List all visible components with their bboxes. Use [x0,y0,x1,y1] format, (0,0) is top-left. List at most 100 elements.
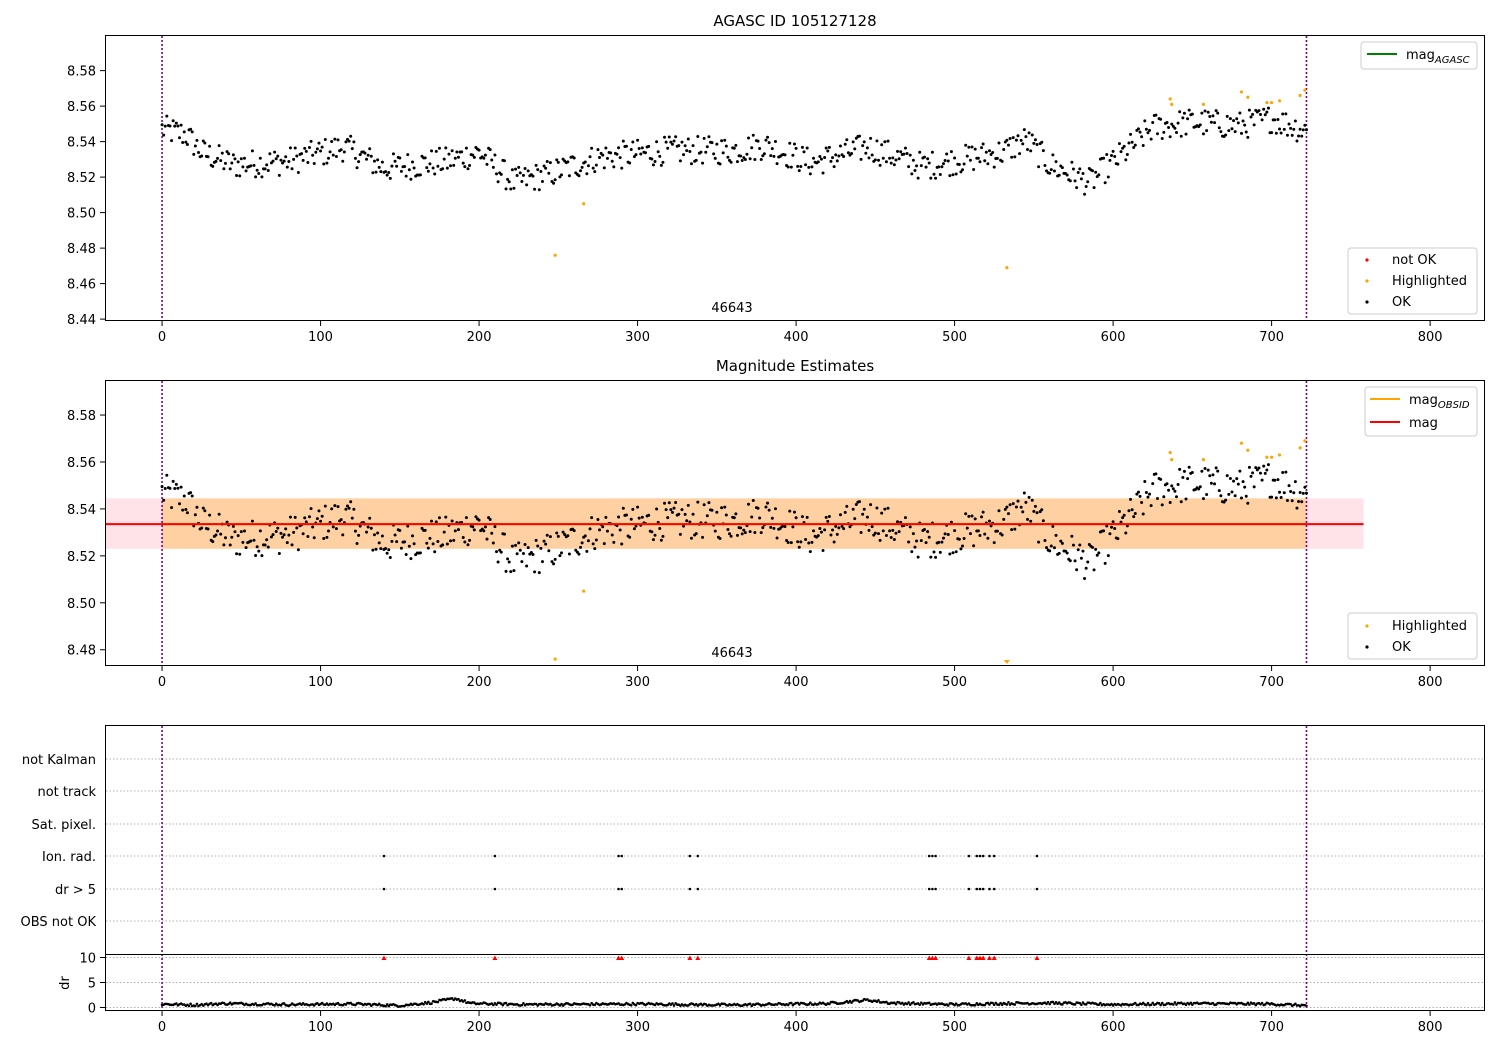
ok-point [601,525,605,529]
ok-point [688,520,692,524]
ok-point [1144,491,1148,495]
highlighted-point [1303,88,1307,92]
svg-text:magAGASC: magAGASC [1406,48,1470,66]
ok-point [276,526,280,530]
ok-point [1049,544,1053,548]
dr-point [430,1002,433,1005]
ok-point [1170,122,1174,126]
dr-point [1173,1001,1177,1004]
dr-point [187,1004,191,1008]
dr-point [988,1003,991,1006]
ok-point [824,146,828,150]
dr-clipped-marker [926,955,932,960]
ok-point [504,569,508,573]
ok-point [1140,500,1144,504]
ok-point [326,156,330,160]
ok-point [650,157,654,161]
ok-point [1095,553,1099,557]
ok-point [986,162,990,166]
ok-point [980,146,984,150]
flag-point [1035,887,1039,891]
dr-clipped-marker [977,955,983,960]
ok-point [412,542,416,546]
dr-point [175,1002,178,1005]
ok-point [1282,491,1286,495]
flag-point [931,887,934,891]
ok-point [1032,509,1036,513]
ok-point [1276,478,1280,482]
ok-point [1111,149,1115,153]
ok-point [873,158,877,162]
ok-point [222,543,226,547]
ok-point [593,547,597,551]
ok-point [1136,490,1140,494]
ok-point [786,165,790,169]
ok-point [1133,143,1137,147]
ok-point [559,173,563,177]
ok-point [241,540,245,544]
ok-point [347,139,351,143]
ok-point [804,163,808,167]
ok-point [490,531,494,535]
ok-point [170,506,174,510]
ok-point [808,550,812,554]
ok-point [618,528,622,532]
ok-point [664,508,668,512]
ok-point [857,134,861,138]
ok-point [1159,477,1163,481]
ok-point [734,512,738,516]
ok-point [1209,120,1213,124]
ok-point [265,538,269,542]
ok-point [407,168,411,172]
highlighted-point [1303,439,1307,443]
ok-point [663,501,667,505]
ok-point [729,534,733,538]
highlighted-point [1277,99,1282,103]
ok-point [816,160,820,164]
ok-point [1073,179,1077,183]
ok-point [1209,481,1213,485]
ok-point [404,553,408,557]
ok-point [517,165,521,169]
ok-point [842,527,846,531]
ok-point [810,165,814,169]
dr-point [593,1003,597,1007]
ok-point [461,535,465,539]
ok-point [991,150,995,154]
ok-point [174,121,178,125]
ok-point [1130,140,1134,144]
ok-point [845,138,849,142]
dr-point [194,1004,197,1008]
ok-point [867,156,871,160]
ok-point [509,187,513,191]
ok-point [788,509,792,513]
ok-point [678,159,682,163]
dr-point [918,1003,922,1007]
ok-point [390,539,394,543]
ok-point [534,163,538,167]
ok-point [800,145,804,149]
xtick-label-p2: 700 [1259,675,1284,690]
ok-point [223,161,227,165]
ok-point [704,150,708,154]
ok-point [620,166,624,170]
ok-point [350,147,354,151]
ok-point [368,516,372,520]
legend-mag-agasc-subscript: AGASC [1434,55,1470,66]
dr-point [1078,1001,1082,1005]
dr-clipped-marker [687,955,693,960]
ok-point [387,548,391,552]
ok-point [759,531,763,535]
ok-point [632,155,636,159]
ok-point [1216,111,1220,115]
ok-point [1300,500,1304,504]
ok-point [1259,113,1263,117]
ok-point [239,530,243,534]
ok-point [775,536,779,540]
ok-point [536,168,540,172]
ok-point [929,555,933,559]
ok-point [770,147,774,151]
ok-point [1021,142,1025,146]
ok-point [609,151,613,155]
ok-point [995,529,999,533]
